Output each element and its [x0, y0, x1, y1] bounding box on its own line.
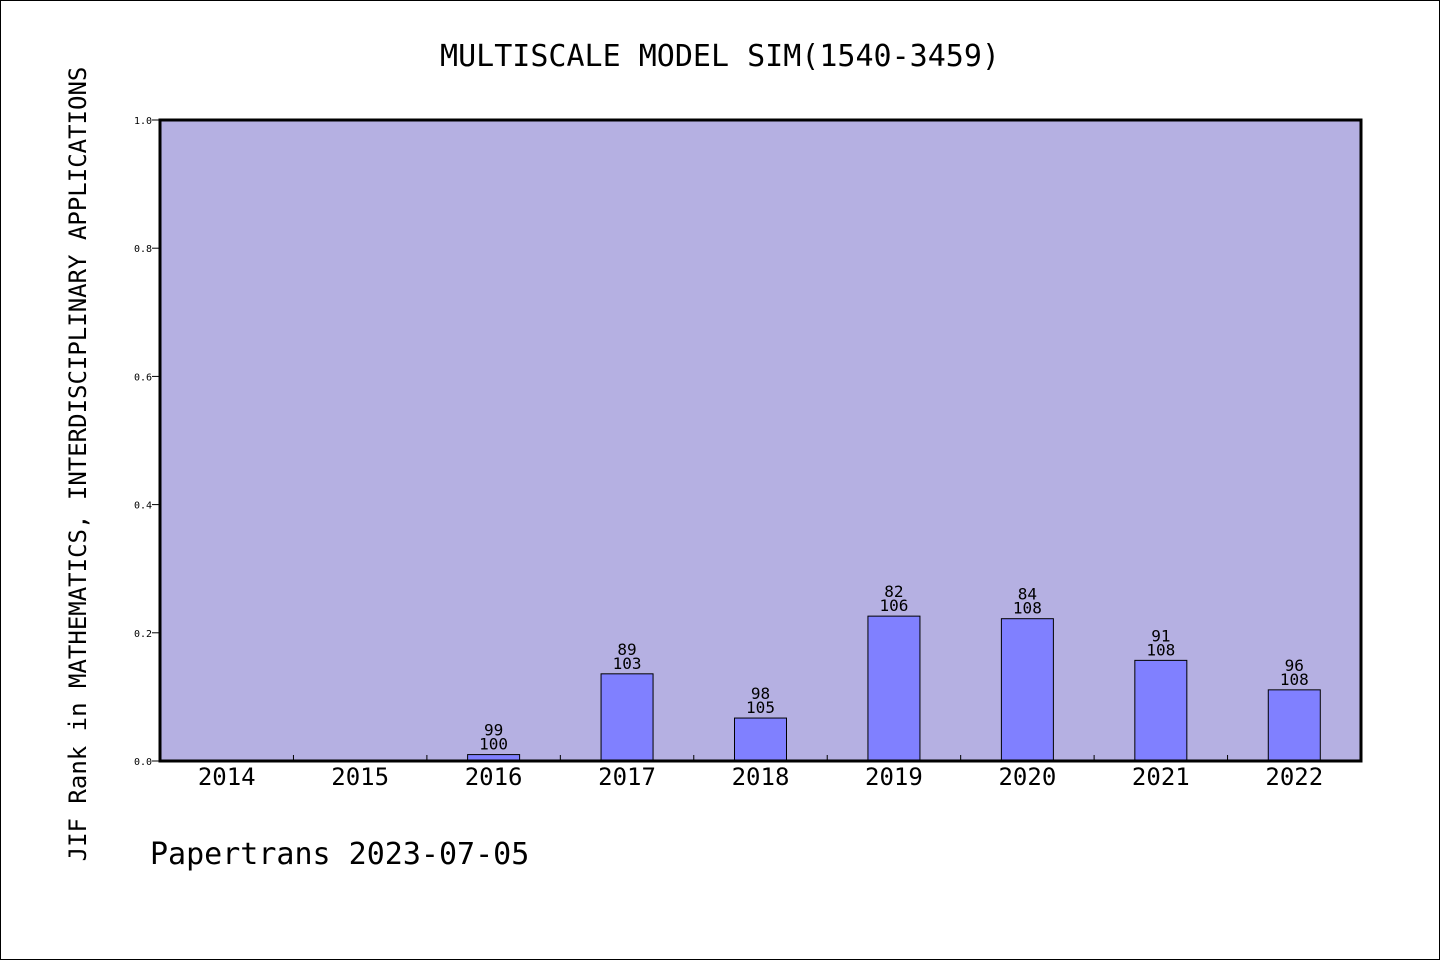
bar-total-label: 108	[1013, 599, 1042, 618]
bar-total-label: 105	[746, 698, 775, 717]
bar-total-label: 108	[1280, 670, 1309, 689]
x-tick-label: 2017	[598, 763, 656, 791]
bar-total-label: 100	[479, 735, 508, 754]
x-tick-label: 2018	[732, 763, 790, 791]
x-tick-label: 2015	[331, 763, 389, 791]
bar-rank-label: 96	[1285, 656, 1304, 675]
bar-total-label: 108	[1146, 640, 1175, 659]
y-tick-label: 1.0	[134, 116, 152, 127]
y-tick-label: 0.0	[134, 757, 152, 768]
bar-rank-label: 84	[1018, 585, 1037, 604]
plot-area	[160, 120, 1361, 761]
bar-rank-label: 89	[617, 640, 636, 659]
y-axis-label: JIF Rank in MATHEMATICS, INTERDISCIPLINA…	[64, 67, 92, 862]
bar	[1267, 689, 1321, 762]
plot-frame	[158, 118, 1363, 763]
footer-note: Papertrans 2023-07-05	[150, 837, 529, 872]
bar	[734, 717, 787, 762]
bar-rank-label: 91	[1151, 626, 1170, 645]
x-tick-label: 2014	[198, 763, 256, 791]
bar-total-label: 106	[879, 596, 908, 615]
x-tick-label: 2020	[998, 763, 1056, 791]
y-tick-label: 0.2	[134, 629, 152, 640]
x-tick-label: 2019	[865, 763, 923, 791]
y-tick-label: 0.4	[134, 501, 152, 512]
chart-title: MULTISCALE MODEL SIM(1540-3459)	[440, 39, 1000, 74]
bar-rank-label: 98	[751, 684, 770, 703]
y-tick-label: 0.6	[134, 372, 152, 383]
bar	[1000, 618, 1054, 762]
y-tick-label: 0.8	[134, 244, 152, 255]
bar-total-label: 103	[613, 654, 642, 673]
bar-rank-label: 82	[884, 582, 903, 601]
x-tick-label: 2021	[1132, 763, 1190, 791]
bar	[1134, 659, 1188, 762]
x-tick-label: 2016	[465, 763, 523, 791]
ticks-group: 0.0 0.2 0.4 0.6 0.8 1.0 2014 2015 2016 2017 2018 20…	[134, 116, 1323, 791]
bar	[600, 673, 654, 762]
bar-rank-label: 99	[484, 721, 503, 740]
x-tick-label: 2022	[1265, 763, 1323, 791]
bar	[867, 615, 921, 762]
